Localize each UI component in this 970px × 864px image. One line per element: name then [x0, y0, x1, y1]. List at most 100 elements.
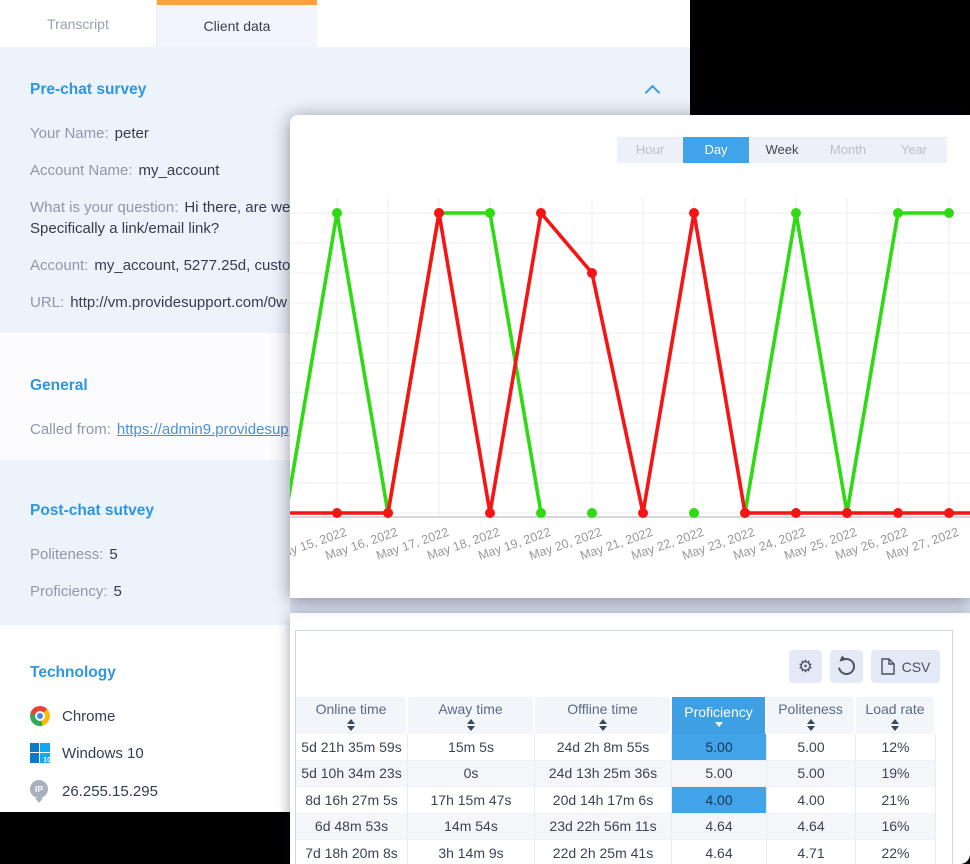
table-cell: 5.00 [672, 760, 767, 787]
series-red-point [536, 208, 546, 218]
gear-icon: ⚙ [797, 657, 814, 676]
panel-divider [290, 598, 970, 613]
field-label: Your Name: [30, 125, 109, 142]
period-tab-bar: Hour Day Week Month Year [617, 137, 947, 163]
tech-item-chrome: Chrome [30, 706, 115, 726]
field-value-link[interactable]: https://admin9.providesup [116, 421, 289, 438]
file-icon [880, 658, 895, 675]
stats-table: Online time Away time Offline time Proficie… [296, 697, 936, 864]
field-label: Called from: [30, 421, 111, 438]
table-cell: 19% [856, 760, 936, 787]
series-green-point [689, 508, 699, 518]
column-header-politeness[interactable]: Politeness [767, 697, 856, 734]
field-label: Account: [30, 257, 89, 274]
period-tab-year[interactable]: Year [881, 137, 947, 163]
column-header-label: Offline time [567, 700, 638, 717]
table-cell: 0s [408, 760, 535, 787]
column-header-label: Load rate [865, 700, 925, 717]
table-cell: 23d 22h 56m 11s [535, 813, 672, 840]
table-cell: 4.64 [672, 840, 767, 864]
sort-icon [347, 718, 355, 731]
field-url: URL: http://vm.providesupport.com/0w [30, 292, 287, 313]
sort-icon [598, 718, 607, 731]
column-header-label: Away time [438, 700, 503, 717]
refresh-button[interactable] [830, 650, 863, 683]
period-tab-month[interactable]: Month [815, 137, 881, 163]
tech-item-label: 26.255.15.295 [62, 782, 158, 800]
field-label: What is your question: [30, 199, 179, 216]
ip-icon: IP [30, 780, 50, 803]
field-value-line2: Specifically a link/email link? [30, 220, 220, 237]
general-title: General [30, 377, 88, 394]
table-cell: 20d 14h 17m 6s [535, 787, 672, 814]
series-red-point [791, 508, 801, 518]
column-header-label: Proficiency [684, 704, 753, 720]
table-cell: 22% [856, 840, 936, 864]
field-account-name: Account Name: my_account [30, 160, 219, 181]
series-red-point [485, 508, 495, 518]
period-tab-day[interactable]: Day [683, 137, 749, 163]
tab-bar: Transcript Client data [0, 0, 690, 47]
table-cell: 4.00 [767, 787, 856, 814]
series-green-point [893, 208, 903, 218]
column-header-label: Politeness [778, 700, 843, 717]
stats-table-box [295, 630, 953, 864]
series-red-point [638, 508, 648, 518]
table-cell: 4.00 [672, 787, 767, 814]
tab-client-data[interactable]: Client data [157, 0, 317, 47]
table-cell: 5d 10h 34m 23s [296, 760, 408, 787]
sort-icon [891, 718, 899, 731]
table-cell: 15m 5s [408, 734, 535, 761]
series-green-point [944, 208, 954, 218]
period-tab-week[interactable]: Week [749, 137, 815, 163]
sort-icon [806, 718, 815, 731]
pre-chat-survey-title: Pre-chat survey [30, 81, 147, 98]
column-header-proficiency[interactable]: Proficiency [672, 697, 767, 734]
table-cell: 5d 21h 35m 59s [296, 734, 408, 761]
table-row: 5d 21h 35m 59s 15m 5s 24d 2h 8m 55s 5.00 5.0… [296, 734, 936, 761]
series-red-point [383, 508, 393, 518]
field-account: Account: my_account, 5277.25d, customer [30, 255, 316, 276]
table-row: 7d 18h 20m 8s 3h 14m 9s 22d 2h 25m 41s 4.64… [296, 840, 936, 864]
series-red-point [689, 208, 699, 218]
sort-icon [466, 718, 475, 731]
column-header-online-time[interactable]: Online time [296, 697, 408, 734]
table-cell: 24d 13h 25m 36s [535, 760, 672, 787]
series-green-point [587, 508, 597, 518]
post-chat-survey-title: Post-chat sutvey [30, 502, 155, 519]
sort-desc-icon [714, 722, 723, 727]
table-cell: 16% [856, 813, 936, 840]
field-value: my_account, 5277.25d, customer [94, 257, 317, 274]
field-value: my_account [138, 162, 220, 179]
field-proficiency: Proficiency: 5 [30, 581, 122, 602]
series-red-point [434, 208, 444, 218]
table-cell: 6d 48m 53s [296, 813, 408, 840]
csv-button-label: CSV [901, 658, 931, 675]
table-cell: 12% [856, 734, 936, 761]
series-green-point [332, 208, 342, 218]
column-header-away-time[interactable]: Away time [408, 697, 535, 734]
field-politeness: Politeness: 5 [30, 544, 118, 565]
tech-item-windows-10: 10 Windows 10 [30, 743, 144, 764]
settings-button[interactable]: ⚙ [789, 650, 822, 683]
series-red-point [842, 508, 852, 518]
column-header-offline-time[interactable]: Offline time [535, 697, 672, 734]
table-cell: 8d 16h 27m 5s [296, 787, 408, 814]
line-chart [290, 198, 970, 518]
period-tab-hour[interactable]: Hour [617, 137, 683, 163]
refresh-icon [834, 654, 859, 679]
series-red-point [587, 268, 597, 278]
column-header-load-rate[interactable]: Load rate [856, 697, 936, 734]
field-value: 5 [109, 546, 118, 563]
tab-transcript[interactable]: Transcript [0, 0, 157, 47]
collapse-chevron-up-icon[interactable] [644, 84, 661, 101]
table-cell: 14m 54s [408, 813, 535, 840]
series-red-point [740, 508, 750, 518]
table-cell: 21% [856, 787, 936, 814]
field-value: 5 [113, 583, 122, 600]
table-cell: 5.00 [672, 734, 767, 761]
table-cell: 22d 2h 25m 41s [535, 840, 672, 864]
table-cell: 17h 15m 47s [408, 787, 535, 814]
chrome-icon [30, 706, 50, 726]
csv-export-button[interactable]: CSV [871, 650, 940, 683]
